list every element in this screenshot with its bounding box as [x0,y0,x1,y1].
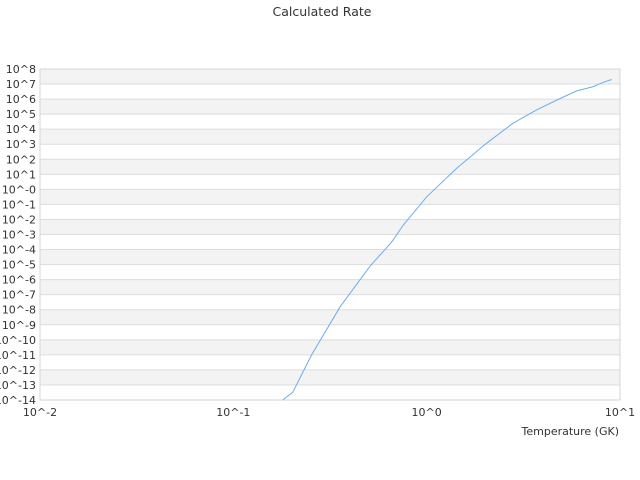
y-tick-label: 10^5 [6,108,36,121]
grid-band [40,249,620,265]
x-tick-label: 10^1 [605,406,635,419]
y-tick-label: 10^-4 [2,244,36,257]
y-tick-label: 10^6 [6,93,36,106]
y-tick-label: 10^7 [6,78,36,91]
x-tick-label: 10^-2 [23,406,57,419]
y-tick-label: 10^-11 [0,349,36,362]
grid-band [40,219,620,235]
y-tick-label: 10^-6 [2,274,36,287]
y-tick-label: 10^8 [6,63,36,76]
grid-band [40,129,620,145]
y-tick-label: 10^-1 [2,198,36,211]
y-tick-label: 10^-2 [2,213,36,226]
grid-bands [40,68,620,401]
grid-band [40,369,620,385]
y-tick-label: 10^1 [6,168,36,181]
y-tick-label: 10^-3 [2,229,36,242]
y-axis: 10^8 10^7 10^6 10^5 10^4 10^3 10^2 10^1 10^-0 10^… [0,63,36,407]
y-tick-label: 10^-14 [0,394,36,407]
grid-band [40,69,620,85]
y-tick-label: 10^-0 [2,183,36,196]
x-tick-label: 10^-1 [216,406,250,419]
x-axis: 10^-2 10^-1 10^0 10^1 [23,406,635,419]
x-axis-label: Temperature (GK) [521,425,620,438]
grid-band [40,99,620,115]
chart-title: Calculated Rate [273,4,372,19]
y-tick-label: 10^-10 [0,334,36,347]
y-tick-label: 10^-9 [2,319,36,332]
y-tick-label: 10^2 [6,153,36,166]
grid-band [40,339,620,355]
y-tick-label: 10^-5 [2,259,36,272]
y-tick-label: 10^-8 [2,304,36,317]
y-tick-label: 10^-13 [0,379,36,392]
y-tick-label: 10^3 [6,138,36,151]
y-tick-label: 10^-12 [0,364,36,377]
series-line [282,79,612,401]
grid-band [40,159,620,175]
y-tick-label: 10^-7 [2,289,36,302]
plot-frame [39,68,621,401]
y-tick-label: 10^4 [6,123,36,136]
x-tick-label: 10^0 [412,406,442,419]
grid-band [40,309,620,325]
grid-band [40,279,620,295]
grid-band [40,189,620,205]
